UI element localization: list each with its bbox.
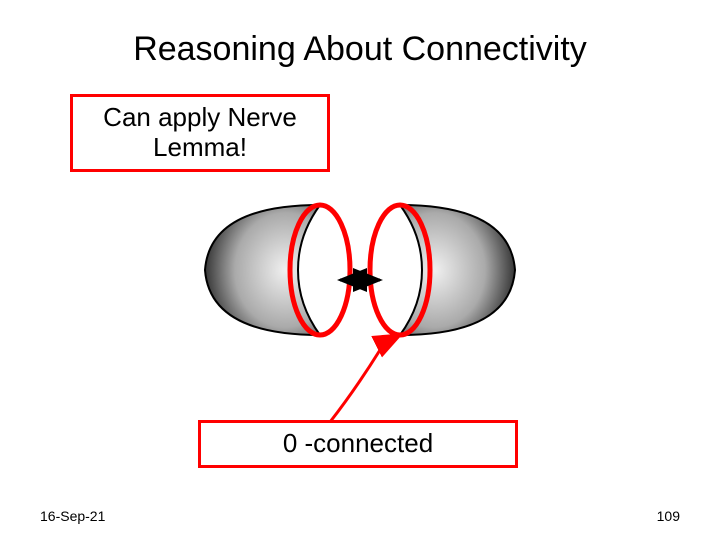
connectivity-diagram [150,140,570,400]
callout-top-line2: Lemma! [153,132,247,162]
callout-zero-connected: 0 -connected [198,420,518,468]
footer-date: 16-Sep-21 [40,508,105,524]
connector-line [330,336,398,422]
slide-title: Reasoning About Connectivity [0,30,720,69]
footer-page-number: 109 [657,508,680,524]
callout-top-line1: Can apply Nerve [103,102,297,132]
right-shape [400,205,515,335]
left-shape [205,205,320,335]
callout-nerve-lemma: Can apply Nerve Lemma! [70,94,330,172]
callout-bottom-text: 0 -connected [283,428,433,458]
